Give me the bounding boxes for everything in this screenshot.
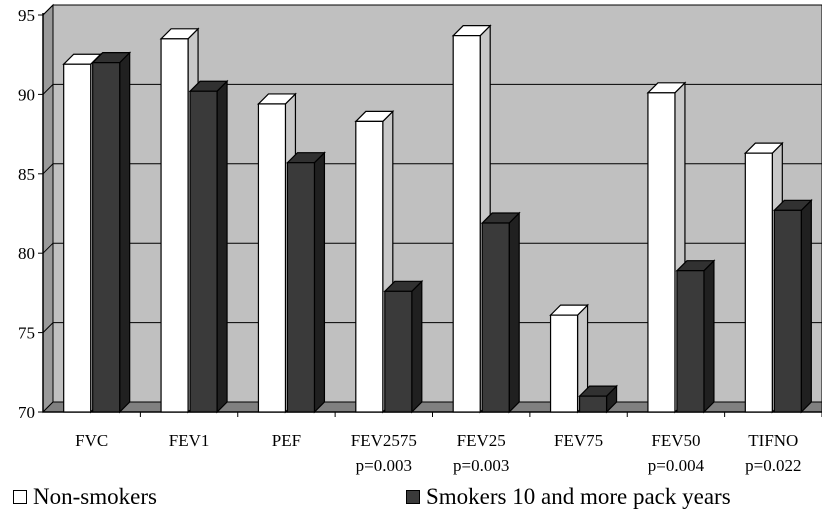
bar-side <box>216 79 228 414</box>
legend-label-smokers: Smokers 10 and more pack years <box>426 484 731 509</box>
bar-front <box>452 35 481 413</box>
y-tick-label: 95 <box>18 6 35 25</box>
legend: Non-smokers Smokers 10 and more pack yea… <box>0 484 822 518</box>
bar-front <box>384 290 413 413</box>
bar-front <box>160 38 189 413</box>
bar-front <box>92 62 121 413</box>
y-tick-label: 75 <box>18 324 35 343</box>
bar-side <box>703 259 715 414</box>
legend-swatch-smokers <box>406 490 420 504</box>
bar-side <box>800 198 812 414</box>
gridline <box>42 163 822 175</box>
legend-item-non-smokers: Non-smokers <box>13 484 157 510</box>
bar-chart: 70 75 80 85 90 95 FVC FEV1 PEF FEV2575 p=0.003 FEV2… <box>18 3 822 475</box>
legend-swatch-non-smokers <box>13 490 27 504</box>
x-tick-note-tifno: p=0.022 <box>745 456 801 475</box>
bar-fev1-series-2 <box>188 79 229 414</box>
legend-item-smokers: Smokers 10 and more pack years <box>406 484 731 510</box>
plot-side-wall <box>42 3 54 414</box>
gridline <box>42 4 822 16</box>
bar-pef-series-2 <box>285 151 326 414</box>
bar-front <box>549 314 579 413</box>
bar-front <box>578 395 608 413</box>
bar-fev75-series-2 <box>578 384 619 414</box>
x-tick-label-fev1: FEV1 <box>169 431 210 450</box>
bar-side <box>411 279 423 414</box>
y-tick-label: 70 <box>18 403 35 422</box>
bar-fev75-series-1 <box>549 303 590 414</box>
x-tick-label-pef: PEF <box>272 431 301 450</box>
bar-side <box>313 151 326 414</box>
y-tick-label: 85 <box>18 165 35 184</box>
y-tick-label: 80 <box>18 244 35 263</box>
bar-front <box>647 92 676 413</box>
x-tick-label-tifno: TIFNO <box>748 431 798 450</box>
x-tick-label-fev75: FEV75 <box>554 431 603 450</box>
bar-front <box>189 90 218 413</box>
gridline <box>42 242 822 254</box>
x-tick-note-fev2575: p=0.003 <box>356 456 412 475</box>
y-tick-label: 90 <box>18 85 35 104</box>
bar-front <box>744 152 773 413</box>
legend-label-non-smokers: Non-smokers <box>33 484 157 509</box>
bar-front <box>63 63 92 413</box>
bar-fvc-series-2 <box>91 51 132 414</box>
x-tick-label-fev25: FEV25 <box>457 431 506 450</box>
x-tick-label-fev50: FEV50 <box>651 431 700 450</box>
x-tick-note-fev50: p=0.004 <box>648 456 705 475</box>
x-tick-label-fev2575: FEV2575 <box>351 431 417 450</box>
bar-front <box>286 162 316 413</box>
bar-front <box>676 270 705 413</box>
bar-tifno-series-2 <box>772 198 813 414</box>
bar-front <box>481 222 510 413</box>
bar-side <box>119 51 131 414</box>
bar-front <box>773 209 802 413</box>
bar-front <box>355 120 384 413</box>
bar-front <box>257 103 287 413</box>
gridline <box>42 83 822 95</box>
bar-side <box>508 211 520 414</box>
bar-fev25-series-2 <box>480 211 521 414</box>
bar-fev2575-series-2 <box>383 279 424 414</box>
x-tick-label-fvc: FVC <box>75 431 108 450</box>
bar-fev50-series-1 <box>646 81 687 414</box>
x-tick-note-fev25: p=0.003 <box>453 456 509 475</box>
bar-fev50-series-2 <box>675 259 716 414</box>
